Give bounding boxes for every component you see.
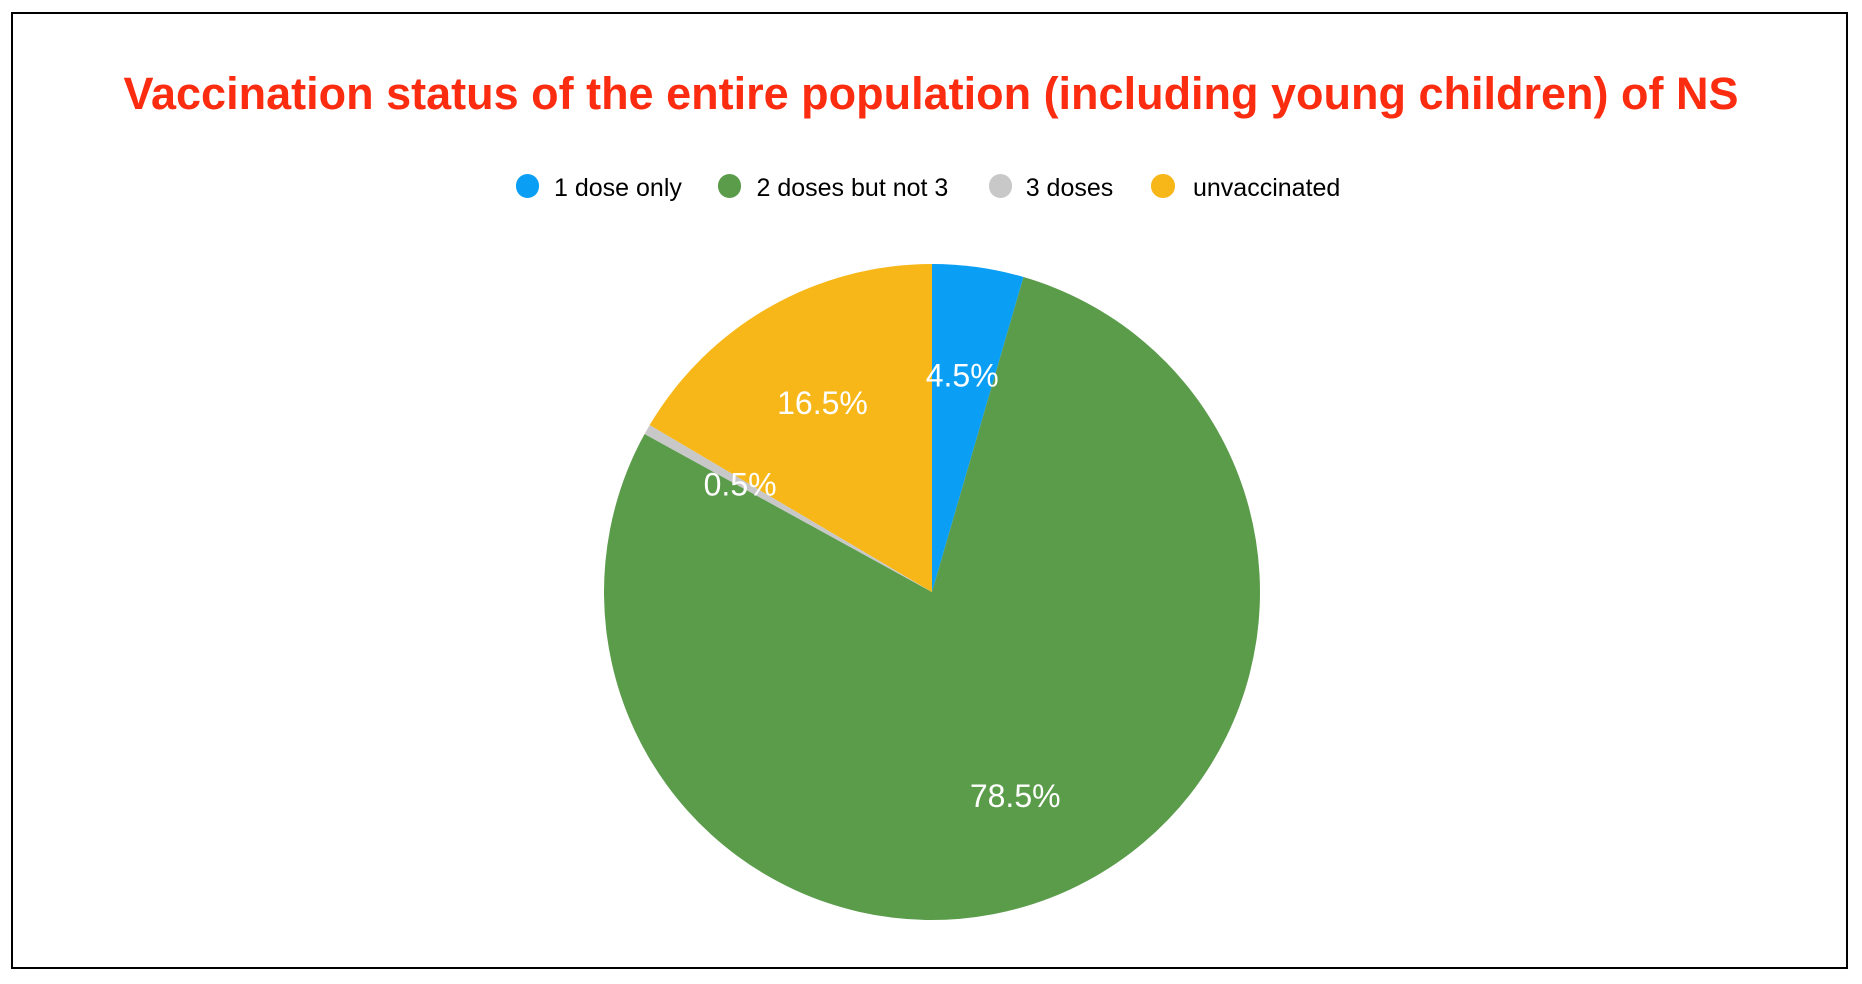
svg-text:16.5%: 16.5% (777, 385, 868, 421)
svg-text:0.5%: 0.5% (703, 466, 776, 502)
svg-text:78.5%: 78.5% (969, 778, 1060, 814)
svg-text:4.5%: 4.5% (925, 357, 998, 393)
